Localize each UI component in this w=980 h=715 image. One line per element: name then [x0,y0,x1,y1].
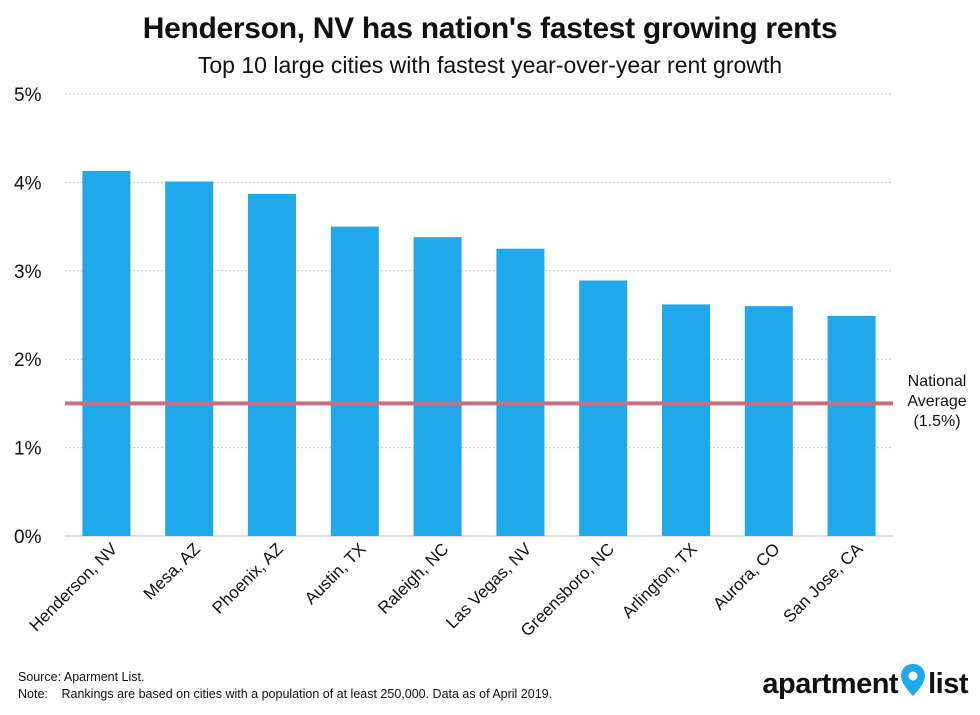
footnote: Note: Rankings are based on cities with … [18,687,552,701]
bar [413,237,462,536]
source-label: Source: [18,670,62,684]
y-tick-label: 1% [14,439,42,460]
chart-title: Henderson, NV has nation's fastest growi… [142,12,838,45]
bar [82,170,131,536]
x-category-label: Henderson, NV [26,539,122,635]
x-category-label: Phoenix, AZ [209,539,287,617]
national-average-line-2: Average [907,393,967,410]
source-note: Source: Aparment List. [18,670,144,684]
map-pin-icon [900,663,926,705]
x-category-label: Arlington, TX [618,539,701,622]
x-category-label: San Jose, CA [779,539,866,626]
x-category-label: Las Vegas, NV [442,539,535,632]
national-average-label: National Average (1.5%) [893,372,980,432]
y-tick-label: 0% [14,527,42,548]
y-tick-label: 3% [14,262,42,283]
x-category-label: Raleigh, NC [374,539,452,617]
logo-word-apartment: apartment [762,667,899,700]
note-label: Note: [18,687,48,701]
y-tick-label: 4% [14,173,42,194]
bar [247,193,297,536]
x-category-label: Mesa, AZ [140,539,204,603]
logo-word-list: list [928,667,968,700]
y-tick-label: 2% [14,350,42,371]
source-text: Aparment List. [63,670,145,684]
national-average-line-1: National [907,373,967,390]
bar [330,226,379,536]
note-text: Rankings are based on cities with a popu… [61,687,553,701]
bar [661,304,711,536]
x-category-label: Austin, TX [301,539,370,608]
apartment-list-logo: apartment list [762,663,968,705]
bar [496,248,545,536]
x-category-label: Aurora, CO [709,539,783,613]
bar [579,280,628,536]
bar [827,315,876,536]
chart-subtitle: Top 10 large cities with fastest year-ov… [197,52,783,78]
national-average-line-3: (1.5%) [913,413,961,430]
y-tick-label: 5% [14,85,42,106]
bar [744,306,793,536]
bar [165,181,214,537]
